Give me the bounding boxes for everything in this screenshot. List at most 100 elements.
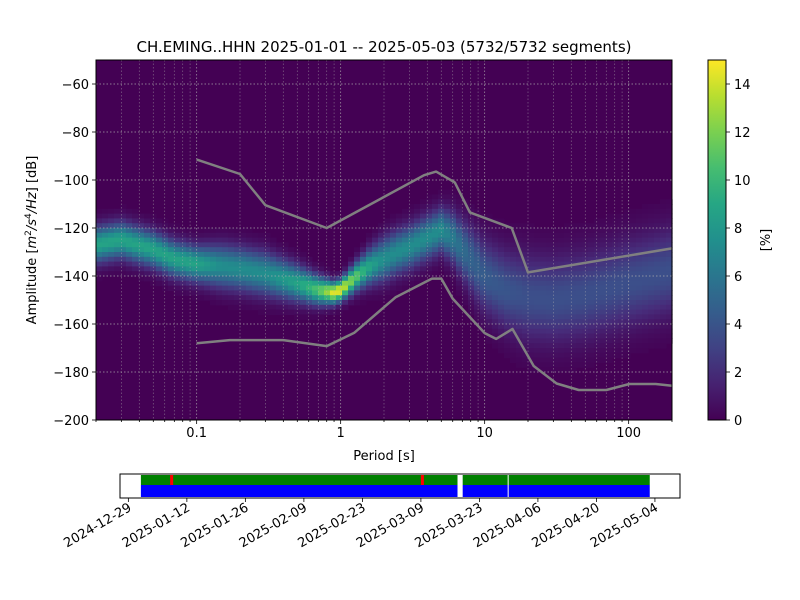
heatmap-cell <box>504 333 511 339</box>
heatmap-cell <box>204 247 211 253</box>
heatmap-cell <box>240 280 247 287</box>
heatmap-cell <box>414 266 421 272</box>
heatmap-cell <box>144 261 151 267</box>
heatmap-cell <box>348 280 355 287</box>
heatmap-cell <box>234 266 241 272</box>
heatmap-cell <box>444 189 451 195</box>
heatmap-cell <box>444 204 451 210</box>
heatmap-cell <box>120 271 127 277</box>
heatmap-cell <box>510 256 517 263</box>
heatmap-cell <box>228 280 235 287</box>
heatmap-cell <box>270 256 277 263</box>
heatmap-cell <box>312 266 319 272</box>
heatmap-cell <box>612 348 619 354</box>
heatmap-cell <box>198 232 205 239</box>
heatmap-cell <box>300 261 307 267</box>
heatmap-cell <box>96 232 103 239</box>
heatmap-cell <box>612 314 619 320</box>
heatmap-cell <box>240 232 247 239</box>
heatmap-cell <box>126 252 133 258</box>
heatmap-cell <box>564 261 571 267</box>
heatmap-cell <box>360 285 367 291</box>
heatmap-cell <box>294 266 301 272</box>
heatmap-cell <box>648 266 655 272</box>
heatmap-cell <box>516 343 523 349</box>
heatmap-cell <box>144 213 151 219</box>
heatmap-cell <box>378 261 385 267</box>
heatmap-cell <box>552 280 559 287</box>
heatmap-cell <box>282 285 289 291</box>
heatmap-cell <box>498 348 505 354</box>
heatmap-cell <box>300 309 307 315</box>
heatmap-cell <box>168 261 175 267</box>
heatmap-cell <box>276 309 283 315</box>
heatmap-cell <box>480 276 487 282</box>
heatmap-cell <box>564 290 571 296</box>
y-label-part: 2 <box>24 230 34 236</box>
heatmap-cell <box>522 266 529 272</box>
heatmap-cell <box>486 290 493 296</box>
heatmap-cell <box>444 199 451 205</box>
heatmap-cell <box>324 309 331 315</box>
heatmap-cell <box>618 285 625 291</box>
heatmap-cell <box>600 357 607 363</box>
heatmap-cell <box>618 304 625 311</box>
heatmap-cell <box>618 256 625 263</box>
heatmap-cell <box>210 280 217 287</box>
heatmap-cell <box>654 319 661 325</box>
heatmap-cell <box>492 276 499 282</box>
heatmap-cell <box>306 280 313 287</box>
heatmap-cell <box>600 314 607 320</box>
heatmap-cell <box>582 242 589 248</box>
heatmap-cell <box>120 256 127 263</box>
heatmap-cell <box>426 194 433 200</box>
heatmap-cell <box>636 218 643 224</box>
heatmap-cell <box>300 304 307 311</box>
heatmap-cell <box>438 213 445 219</box>
heatmap-cell <box>468 266 475 272</box>
heatmap-cell <box>348 290 355 296</box>
heatmap-cell <box>528 328 535 335</box>
heatmap-cell <box>636 213 643 219</box>
heatmap-cell <box>354 295 361 301</box>
heatmap-cell <box>156 247 163 253</box>
heatmap-cell <box>618 218 625 224</box>
heatmap-cell <box>606 300 613 306</box>
heatmap-cell <box>504 271 511 277</box>
heatmap-cell <box>660 314 667 320</box>
heatmap-cell <box>552 271 559 277</box>
heatmap-cell <box>540 338 547 344</box>
heatmap-cell <box>390 256 397 263</box>
heatmap-cell <box>510 333 517 339</box>
heatmap-cell <box>378 247 385 253</box>
heatmap-cell <box>462 232 469 239</box>
heatmap-cell <box>582 304 589 311</box>
heatmap-cell <box>318 309 325 315</box>
heatmap-cell <box>402 237 409 243</box>
heatmap-cell <box>540 367 547 373</box>
heatmap-cell <box>606 324 613 330</box>
heatmap-cell <box>354 261 361 267</box>
timeline-data-bar <box>462 485 508 497</box>
heatmap-cell <box>174 252 181 258</box>
heatmap-cell <box>126 237 133 243</box>
heatmap-cell <box>540 319 547 325</box>
heatmap-cell <box>540 362 547 368</box>
heatmap-cell <box>390 237 397 243</box>
heatmap-cell <box>588 252 595 258</box>
heatmap-cell <box>168 232 175 239</box>
heatmap-cell <box>102 208 109 215</box>
heatmap-cell <box>618 338 625 344</box>
heatmap-cell <box>534 271 541 277</box>
heatmap-cell <box>102 213 109 219</box>
heatmap-cell <box>528 247 535 253</box>
heatmap-cell <box>102 266 109 272</box>
colorbar-tick-label: 4 <box>734 318 742 333</box>
heatmap-cell <box>234 242 241 248</box>
heatmap-cell <box>408 218 415 224</box>
heatmap-cell <box>666 300 673 306</box>
heatmap-cell <box>486 276 493 282</box>
heatmap-cell <box>192 247 199 253</box>
heatmap-cell <box>282 247 289 253</box>
heatmap-cell <box>576 362 583 368</box>
